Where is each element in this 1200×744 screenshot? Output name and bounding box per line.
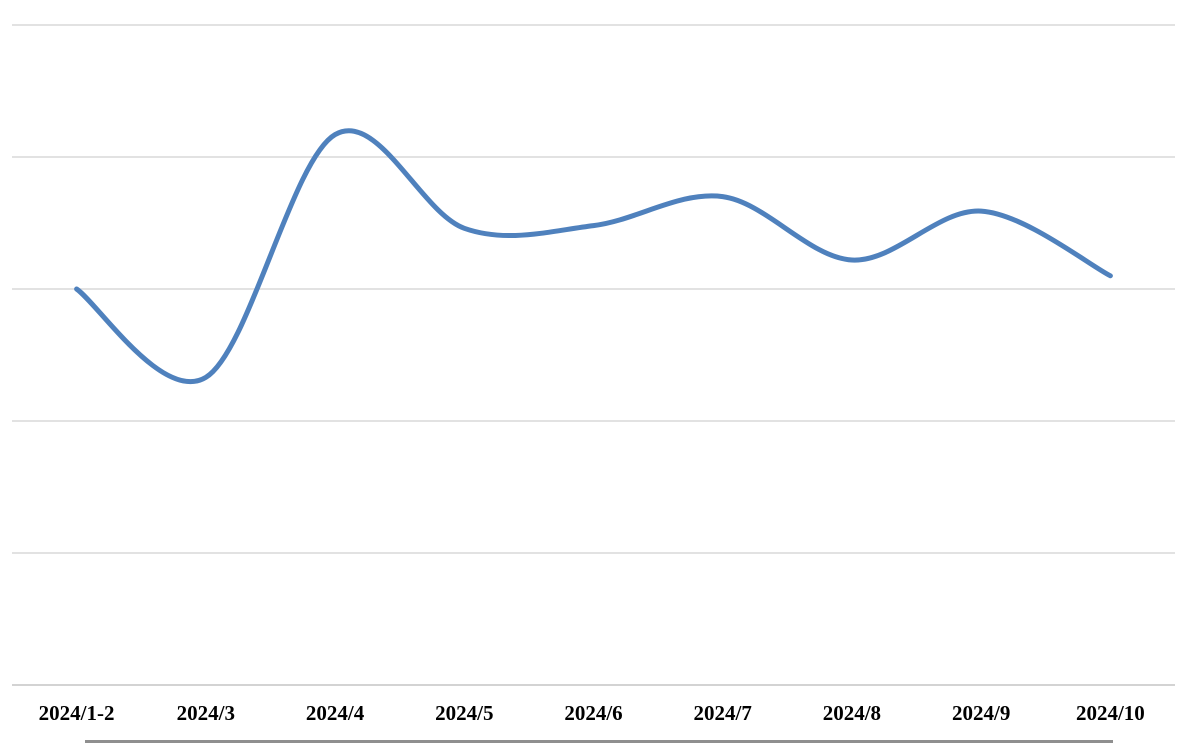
bottom-partial-rule bbox=[85, 740, 1113, 743]
series-line bbox=[74, 128, 1113, 384]
